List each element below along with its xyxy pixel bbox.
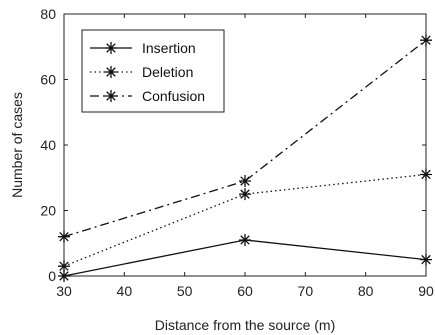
x-tick-label: 70 xyxy=(298,283,314,299)
legend-marker xyxy=(105,66,117,78)
y-tick-label: 80 xyxy=(40,6,56,22)
legend-label: Confusion xyxy=(142,88,205,104)
y-tick-label: 20 xyxy=(40,203,56,219)
x-tick-label: 30 xyxy=(56,283,72,299)
legend-marker xyxy=(105,90,117,102)
legend-label: Deletion xyxy=(142,64,193,80)
axis-ticks: 30 40 50 60 70 80 90 0 20 40 60 80 xyxy=(40,6,434,299)
legend-label: Insertion xyxy=(142,40,196,56)
legend-entry-deletion: Deletion xyxy=(90,64,193,80)
series-confusion xyxy=(58,34,432,243)
x-tick-label: 40 xyxy=(117,283,133,299)
series-line xyxy=(63,39,427,238)
data-point-marker xyxy=(420,34,432,47)
y-tick-label: 40 xyxy=(40,137,56,153)
x-tick-label: 90 xyxy=(418,283,434,299)
data-point-marker xyxy=(420,253,432,266)
legend-entry-insertion: Insertion xyxy=(90,40,196,56)
data-point-marker xyxy=(58,270,70,282)
y-tick-label: 60 xyxy=(40,72,56,88)
legend-entry-confusion: Confusion xyxy=(90,88,205,104)
data-point-marker xyxy=(239,175,251,188)
data-point-marker xyxy=(420,168,432,181)
series-group xyxy=(58,34,432,282)
data-point-marker xyxy=(239,188,251,201)
data-point-marker xyxy=(239,233,251,246)
y-axis-label: Number of cases xyxy=(9,92,25,198)
series-deletion xyxy=(58,168,432,273)
legend: Insertion Deletion Confusion xyxy=(81,29,225,113)
x-tick-label: 50 xyxy=(177,283,193,299)
series-insertion xyxy=(58,233,432,282)
x-axis-label: Distance from the source (m) xyxy=(155,317,336,333)
y-tick-label: 0 xyxy=(48,268,56,284)
x-tick-label: 80 xyxy=(358,283,374,299)
data-point-marker xyxy=(58,230,70,243)
legend-marker xyxy=(105,42,117,54)
data-point-marker xyxy=(58,260,70,273)
legend-box xyxy=(81,29,225,113)
x-tick-label: 60 xyxy=(237,283,253,299)
